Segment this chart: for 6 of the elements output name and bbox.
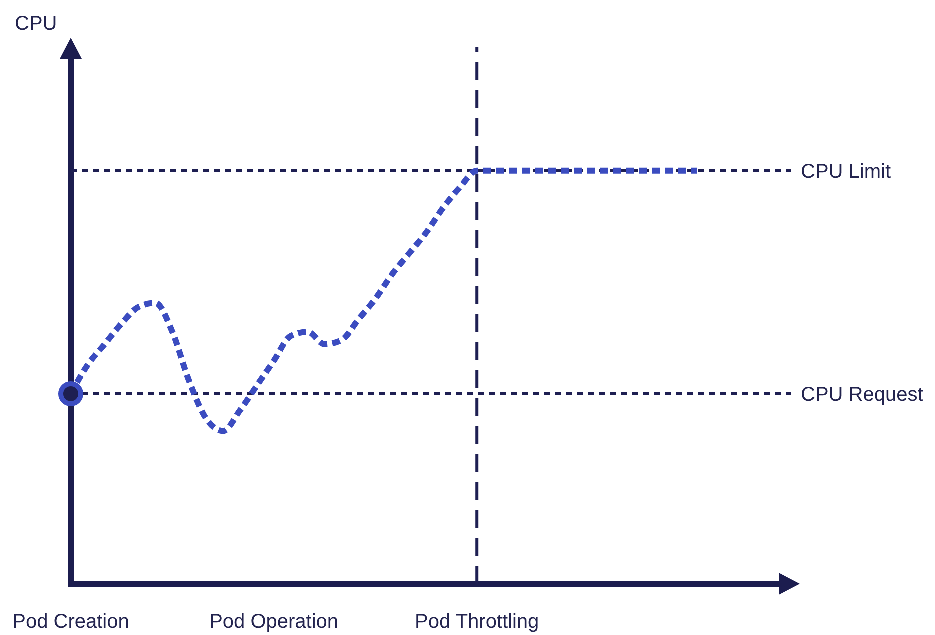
ref-line-label: CPU Limit bbox=[801, 161, 892, 184]
text: CPU bbox=[15, 12, 58, 36]
x-tick-label: Pod Operation bbox=[210, 611, 339, 633]
x-tick-label: Pod Creation bbox=[12, 611, 130, 633]
ref-line-label: CPU Request bbox=[801, 384, 924, 406]
x-tick-label: Pod Throttling bbox=[415, 611, 540, 633]
